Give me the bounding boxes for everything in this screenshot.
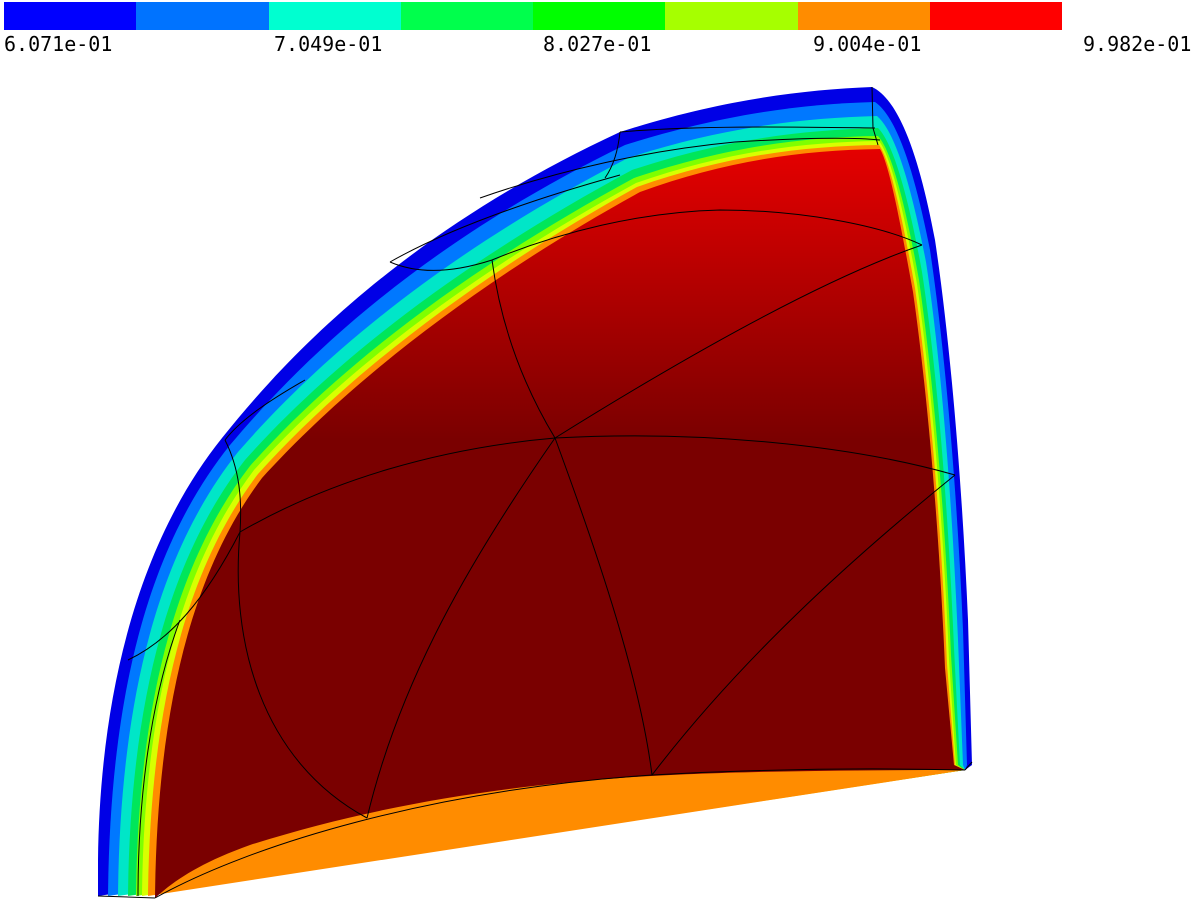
colorbar-tick-label-1: 7.049e-01 [274, 32, 383, 56]
mesh-lines [97, 86, 973, 899]
colorbar-swatch-4 [533, 2, 666, 30]
colorbar-swatch-0 [4, 2, 137, 30]
mesh-line [366, 437, 556, 819]
mesh-line [224, 379, 306, 441]
mesh-line [964, 761, 973, 771]
colorbar-tick-label-4: 9.982e-01 [1083, 32, 1192, 56]
colorbar-swatch-3 [400, 2, 533, 30]
colorbar-swatch-6 [797, 2, 930, 30]
mesh-line [604, 131, 621, 179]
mesh-line [224, 439, 242, 533]
mesh-line [237, 531, 368, 819]
surface-high-region [155, 149, 965, 898]
mesh-line [491, 259, 556, 439]
colorbar-swatch-7 [929, 2, 1062, 30]
mesh-line [491, 209, 923, 261]
colorbar [4, 2, 1062, 30]
mesh-line [554, 437, 653, 776]
mesh-line [127, 531, 241, 661]
mesh-line [389, 259, 493, 271]
mesh-line [554, 244, 923, 439]
mesh-line [619, 126, 876, 133]
colorbar-tick-label-2: 8.027e-01 [543, 32, 652, 56]
colorbar-swatch-1 [136, 2, 269, 30]
colorbar-tick-label-0: 6.071e-01 [4, 32, 113, 56]
mesh-line [389, 174, 621, 263]
mesh-line [97, 895, 156, 899]
mesh-line [479, 137, 881, 199]
mesh-line [154, 768, 966, 899]
mesh-line [651, 474, 956, 776]
colorbar-tick-label-3: 9.004e-01 [813, 32, 922, 56]
mesh-line [137, 619, 181, 897]
colorbar-swatch-5 [665, 2, 798, 30]
colorbar-swatch-2 [268, 2, 401, 30]
